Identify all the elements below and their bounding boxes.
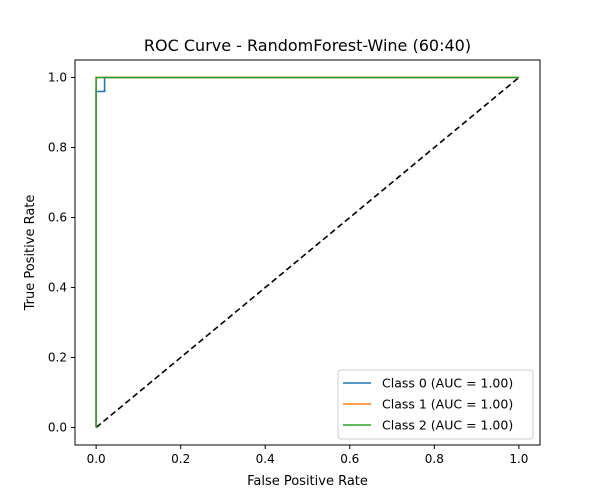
x-tick-label: 0.6 (340, 452, 359, 466)
y-tick-label: 0.0 (48, 421, 67, 435)
y-tick-label: 0.2 (48, 351, 67, 365)
y-axis: 0.0 0.2 0.4 0.6 0.8 1.0 (48, 71, 75, 435)
x-tick-label: 0.8 (425, 452, 444, 466)
chart-title: ROC Curve - RandomForest-Wine (60:40) (144, 36, 471, 55)
y-tick-label: 0.4 (48, 281, 67, 295)
legend-box (337, 369, 534, 440)
reference-diagonal-line (95, 76, 520, 429)
x-tick-label: 0.0 (87, 452, 106, 466)
series-line-class-2 (95, 76, 519, 428)
legend-label-class-1: Class 1 (AUC = 1.00) (382, 397, 513, 412)
series-layer (95, 76, 519, 428)
x-tick-label: 0.4 (256, 452, 275, 466)
x-axis: 0.0 0.2 0.4 0.6 0.8 1.0 (87, 445, 528, 466)
y-tick-label: 1.0 (48, 71, 67, 85)
legend-label-class-2: Class 2 (AUC = 1.00) (382, 418, 513, 433)
y-axis-label: True Positive Rate (23, 195, 38, 312)
legend: Class 0 (AUC = 1.00) Class 1 (AUC = 1.00)… (337, 369, 534, 440)
y-tick-label: 0.8 (48, 141, 67, 155)
y-tick-label: 0.6 (48, 211, 67, 225)
reference-layer (95, 76, 520, 429)
plot-frame (74, 59, 541, 446)
x-axis-label: False Positive Rate (247, 474, 368, 489)
x-tick-label: 1.0 (509, 452, 528, 466)
x-tick-label: 0.2 (171, 452, 190, 466)
legend-label-class-0: Class 0 (AUC = 1.00) (382, 376, 513, 391)
